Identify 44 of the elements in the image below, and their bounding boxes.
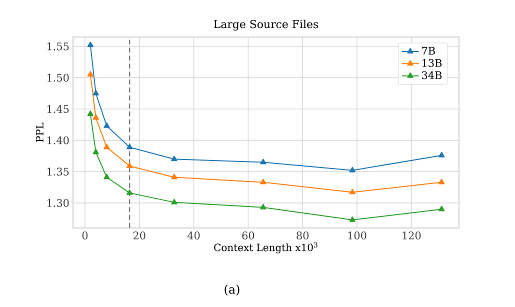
x-tick-label: 120 — [402, 232, 421, 240]
point — [104, 122, 110, 128]
x-tick-label: 0 — [82, 232, 88, 240]
point — [438, 152, 445, 158]
point — [104, 174, 110, 180]
point — [126, 144, 133, 150]
point — [87, 71, 94, 77]
point — [126, 189, 133, 195]
point — [349, 166, 356, 172]
y-tick-label: 1.55 — [47, 42, 69, 50]
point — [126, 162, 133, 168]
point — [92, 114, 99, 120]
x-tick-label: 80 — [296, 232, 309, 240]
y-axis-title: PPL — [36, 122, 44, 142]
y-tick-label: 1.40 — [47, 136, 69, 144]
point — [349, 188, 356, 194]
chart-title: Large Source Files — [214, 20, 318, 30]
x-axis-title: Context Length x10$^{3}$ — [214, 242, 318, 254]
point — [171, 174, 178, 180]
point — [92, 90, 99, 96]
text: (a) — [224, 284, 240, 296]
point — [438, 178, 445, 184]
point — [349, 216, 356, 222]
point — [92, 148, 99, 154]
x-tick-label: 40 — [187, 232, 200, 240]
legend-label: 34B — [422, 71, 442, 80]
y-tick-label: 1.35 — [47, 168, 69, 176]
point — [260, 204, 266, 210]
point — [87, 42, 94, 48]
legend-label: 7B — [422, 46, 435, 55]
x-tick-label: 20 — [133, 232, 146, 240]
point — [171, 198, 178, 204]
y-tick-label: 1.45 — [47, 105, 69, 113]
y-tick-label: 1.30 — [47, 198, 69, 207]
point — [87, 110, 94, 116]
point — [260, 178, 266, 184]
x-tick-label: 100 — [348, 232, 366, 240]
point — [104, 144, 110, 150]
point — [171, 156, 178, 162]
x-tick-label: 60 — [242, 232, 254, 240]
legend-label: 13B — [422, 59, 442, 67]
point — [438, 206, 445, 212]
point — [260, 158, 266, 164]
y-tick-label: 1.50 — [47, 74, 69, 82]
